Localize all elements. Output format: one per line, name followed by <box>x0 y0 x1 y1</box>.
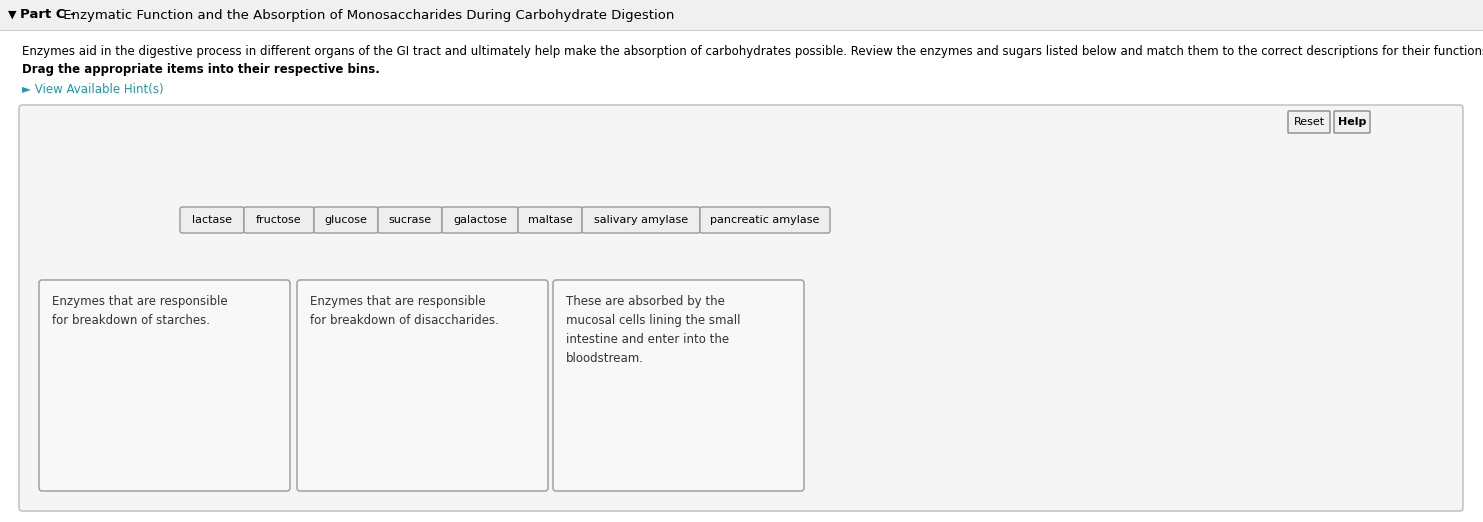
Text: Part C -: Part C - <box>19 8 76 21</box>
Text: Enzymes aid in the digestive process in different organs of the GI tract and ult: Enzymes aid in the digestive process in … <box>22 45 1483 58</box>
FancyBboxPatch shape <box>378 207 442 233</box>
Text: Help: Help <box>1338 117 1366 127</box>
Text: ▼: ▼ <box>7 10 16 20</box>
Text: Reset: Reset <box>1293 117 1324 127</box>
FancyBboxPatch shape <box>553 280 804 491</box>
Text: These are absorbed by the
mucosal cells lining the small
intestine and enter int: These are absorbed by the mucosal cells … <box>567 295 740 365</box>
Text: Enzymatic Function and the Absorption of Monosaccharides During Carbohydrate Dig: Enzymatic Function and the Absorption of… <box>59 8 675 21</box>
Text: glucose: glucose <box>325 215 368 225</box>
FancyBboxPatch shape <box>19 105 1464 511</box>
FancyBboxPatch shape <box>1289 111 1330 133</box>
FancyBboxPatch shape <box>297 280 549 491</box>
FancyBboxPatch shape <box>1335 111 1370 133</box>
FancyBboxPatch shape <box>518 207 581 233</box>
FancyBboxPatch shape <box>314 207 378 233</box>
FancyBboxPatch shape <box>442 207 518 233</box>
FancyBboxPatch shape <box>39 280 291 491</box>
Text: Drag the appropriate items into their respective bins.: Drag the appropriate items into their re… <box>22 64 380 77</box>
FancyBboxPatch shape <box>0 30 1483 108</box>
Text: Enzymes that are responsible
for breakdown of starches.: Enzymes that are responsible for breakdo… <box>52 295 227 327</box>
FancyBboxPatch shape <box>700 207 830 233</box>
Text: Enzymes that are responsible
for breakdown of disaccharides.: Enzymes that are responsible for breakdo… <box>310 295 498 327</box>
FancyBboxPatch shape <box>581 207 700 233</box>
Text: pancreatic amylase: pancreatic amylase <box>710 215 820 225</box>
FancyBboxPatch shape <box>245 207 314 233</box>
FancyBboxPatch shape <box>0 0 1483 30</box>
Text: sucrase: sucrase <box>389 215 432 225</box>
Text: fructose: fructose <box>257 215 303 225</box>
Text: lactase: lactase <box>191 215 231 225</box>
Text: salivary amylase: salivary amylase <box>593 215 688 225</box>
Text: galactose: galactose <box>454 215 507 225</box>
Text: ► View Available Hint(s): ► View Available Hint(s) <box>22 84 163 97</box>
Text: maltase: maltase <box>528 215 572 225</box>
FancyBboxPatch shape <box>179 207 245 233</box>
